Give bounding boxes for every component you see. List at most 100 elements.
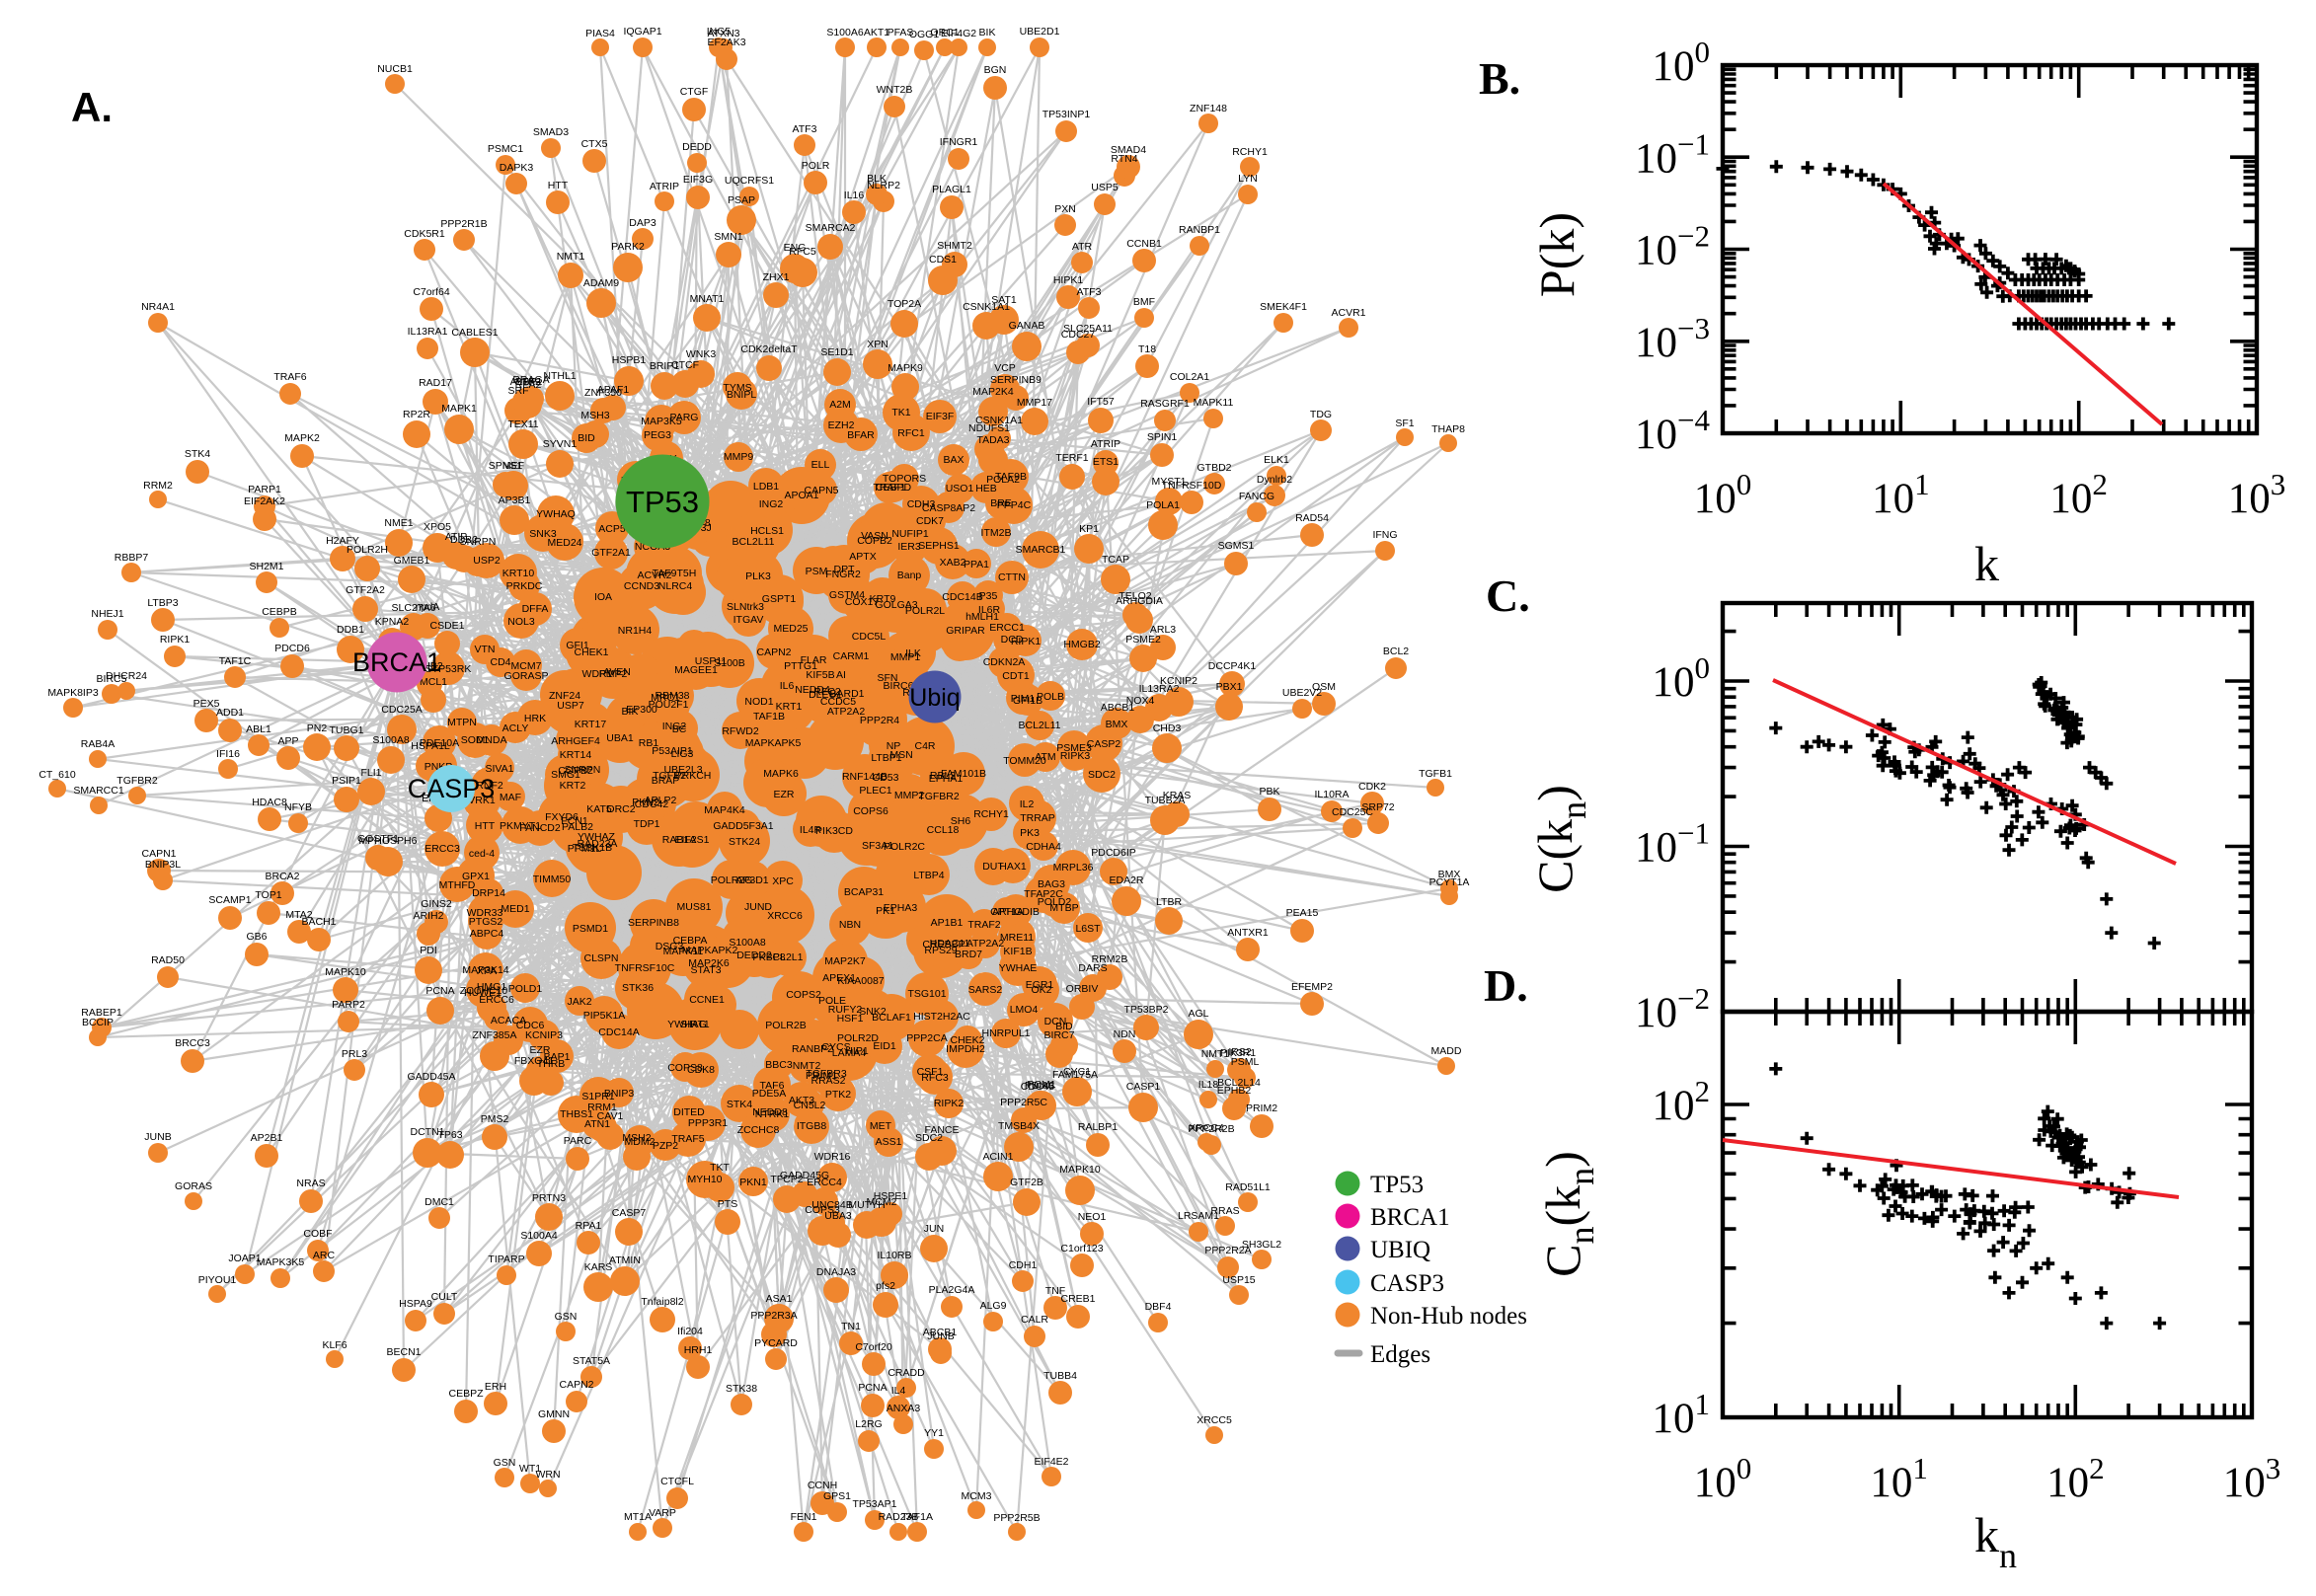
svg-text:BBC3: BBC3 — [765, 1059, 793, 1071]
svg-text:COL2A1: COL2A1 — [1170, 371, 1209, 383]
svg-text:CHD3: CHD3 — [1153, 722, 1182, 734]
svg-text:KPNA2: KPNA2 — [375, 616, 410, 628]
svg-text:PTTG1: PTTG1 — [784, 660, 817, 672]
svg-text:USP5: USP5 — [1091, 182, 1119, 193]
svg-text:GTF2A2: GTF2A2 — [346, 584, 385, 596]
svg-text:PPP2R3A: PPP2R3A — [750, 1310, 797, 1322]
svg-text:CDC27: CDC27 — [1061, 329, 1096, 341]
svg-text:TRAF5: TRAF5 — [671, 1133, 704, 1145]
svg-text:POLE: POLE — [818, 995, 846, 1007]
svg-text:ced-4: ced-4 — [469, 848, 495, 860]
svg-text:Non-Hub nodes: Non-Hub nodes — [1370, 1303, 1527, 1330]
svg-text:GADD5F3A1: GADD5F3A1 — [713, 820, 773, 832]
svg-text:CDKN2A: CDKN2A — [983, 656, 1026, 668]
svg-text:SMN1: SMN1 — [714, 231, 742, 243]
svg-text:SNK2: SNK2 — [859, 1006, 887, 1018]
svg-text:POLR2H: POLR2H — [347, 544, 388, 556]
svg-text:RALBP1: RALBP1 — [1078, 1121, 1118, 1133]
svg-text:NMT1: NMT1 — [557, 251, 585, 263]
svg-text:ARC: ARC — [313, 1250, 336, 1261]
svg-text:MAPK10: MAPK10 — [325, 966, 366, 978]
svg-text:CASP1: CASP1 — [1126, 1081, 1161, 1093]
svg-text:GADD45A: GADD45A — [407, 1071, 455, 1083]
svg-text:TAF9B: TAF9B — [995, 471, 1027, 483]
svg-text:ATP2A2: ATP2A2 — [966, 938, 1004, 950]
svg-text:PLAGL1: PLAGL1 — [932, 184, 971, 195]
svg-text:D.: D. — [1484, 960, 1528, 1011]
svg-text:DCTN1: DCTN1 — [410, 1126, 444, 1138]
svg-text:DNAJA3: DNAJA3 — [816, 1266, 856, 1278]
svg-text:KRT14: KRT14 — [560, 749, 592, 761]
svg-text:SERPINB8: SERPINB8 — [628, 917, 679, 929]
svg-text:MRE11: MRE11 — [1000, 932, 1034, 944]
svg-text:BCAP31: BCAP31 — [844, 886, 884, 898]
svg-text:TP53AP1: TP53AP1 — [853, 1498, 897, 1510]
svg-text:PEA15: PEA15 — [1286, 907, 1319, 919]
svg-text:NHEJ1: NHEJ1 — [91, 608, 123, 620]
svg-text:BMF: BMF — [1133, 296, 1155, 308]
svg-text:SH3GL2: SH3GL2 — [1242, 1239, 1281, 1251]
svg-text:C7orf64: C7orf64 — [413, 286, 450, 298]
svg-text:KRT1: KRT1 — [776, 701, 803, 713]
svg-text:DUT: DUT — [982, 861, 1004, 873]
svg-text:ABCB1: ABCB1 — [923, 1327, 958, 1338]
svg-text:BIK: BIK — [622, 706, 639, 718]
svg-text:ARL3: ARL3 — [1150, 624, 1176, 636]
svg-text:TDG: TDG — [1310, 409, 1332, 420]
svg-text:RASGRF1: RASGRF1 — [1140, 398, 1190, 410]
svg-text:npdA: npdA — [416, 601, 440, 613]
svg-text:HSPB1: HSPB1 — [612, 354, 647, 366]
svg-text:MUTYH: MUTYH — [848, 1199, 885, 1211]
svg-text:MAPK2: MAPK2 — [284, 432, 320, 444]
svg-text:BNIPL: BNIPL — [727, 389, 757, 401]
svg-text:STK4: STK4 — [185, 448, 210, 460]
svg-text:GANAB: GANAB — [1009, 320, 1045, 332]
svg-text:PSME3: PSME3 — [1056, 742, 1092, 754]
svg-text:TSSK1B: TSSK1B — [573, 842, 612, 854]
svg-text:DDB2: DDB2 — [450, 534, 478, 546]
svg-text:MMP9: MMP9 — [724, 451, 753, 463]
svg-text:YWHAG: YWHAG — [667, 1019, 707, 1030]
svg-text:UBE2L3: UBE2L3 — [663, 764, 702, 776]
svg-text:ERCC1: ERCC1 — [989, 622, 1025, 634]
svg-text:SMAD4: SMAD4 — [1111, 144, 1146, 156]
svg-text:XPA: XPA — [477, 965, 497, 977]
svg-text:HIST2H2AC: HIST2H2AC — [913, 1011, 970, 1023]
svg-text:CULT: CULT — [431, 1291, 458, 1303]
svg-text:CYCS: CYCS — [821, 1041, 850, 1053]
svg-text:KIAA0087: KIAA0087 — [837, 975, 884, 987]
svg-text:PPP2R1B: PPP2R1B — [440, 218, 487, 230]
svg-text:RPA2: RPA2 — [515, 379, 542, 391]
svg-text:MED1: MED1 — [501, 903, 529, 915]
svg-text:GSN: GSN — [555, 1311, 578, 1323]
svg-text:ENG: ENG — [784, 242, 807, 254]
svg-text:ABPC4: ABPC4 — [470, 928, 504, 940]
svg-text:CRADD: CRADD — [888, 1367, 925, 1379]
svg-text:DBF4: DBF4 — [1145, 1301, 1172, 1313]
svg-text:MMP2: MMP2 — [894, 790, 924, 801]
svg-text:HMGB2: HMGB2 — [1063, 639, 1101, 650]
svg-text:NEDD8: NEDD8 — [752, 1106, 788, 1118]
svg-text:10−1: 10−1 — [1635, 816, 1710, 872]
svg-text:RCHY1: RCHY1 — [1232, 146, 1268, 158]
svg-text:PK3: PK3 — [1020, 827, 1040, 839]
svg-text:RRM2: RRM2 — [143, 480, 173, 492]
svg-text:XPC: XPC — [772, 875, 794, 887]
svg-text:UBIQ: UBIQ — [1370, 1237, 1430, 1263]
svg-text:S100A6: S100A6 — [826, 27, 864, 38]
svg-text:CCNE1: CCNE1 — [689, 994, 725, 1006]
svg-text:C7orf20: C7orf20 — [855, 1341, 892, 1353]
svg-text:BRE: BRE — [990, 497, 1012, 509]
svg-text:pfs2: pfs2 — [876, 1280, 895, 1292]
svg-text:RP2R: RP2R — [403, 409, 430, 420]
svg-text:RAD17: RAD17 — [419, 377, 452, 389]
svg-text:POLR2L: POLR2L — [905, 605, 945, 617]
svg-text:POLD2: POLD2 — [1038, 896, 1072, 908]
svg-text:NLRC4: NLRC4 — [658, 580, 693, 592]
svg-text:RAB4A: RAB4A — [81, 738, 115, 750]
svg-text:TCAP: TCAP — [1102, 554, 1129, 566]
svg-text:MTBP: MTBP — [1049, 902, 1078, 914]
svg-text:TDP1: TDP1 — [634, 818, 660, 830]
svg-text:CTX5: CTX5 — [581, 138, 608, 150]
svg-text:ATM: ATM — [1035, 751, 1055, 763]
